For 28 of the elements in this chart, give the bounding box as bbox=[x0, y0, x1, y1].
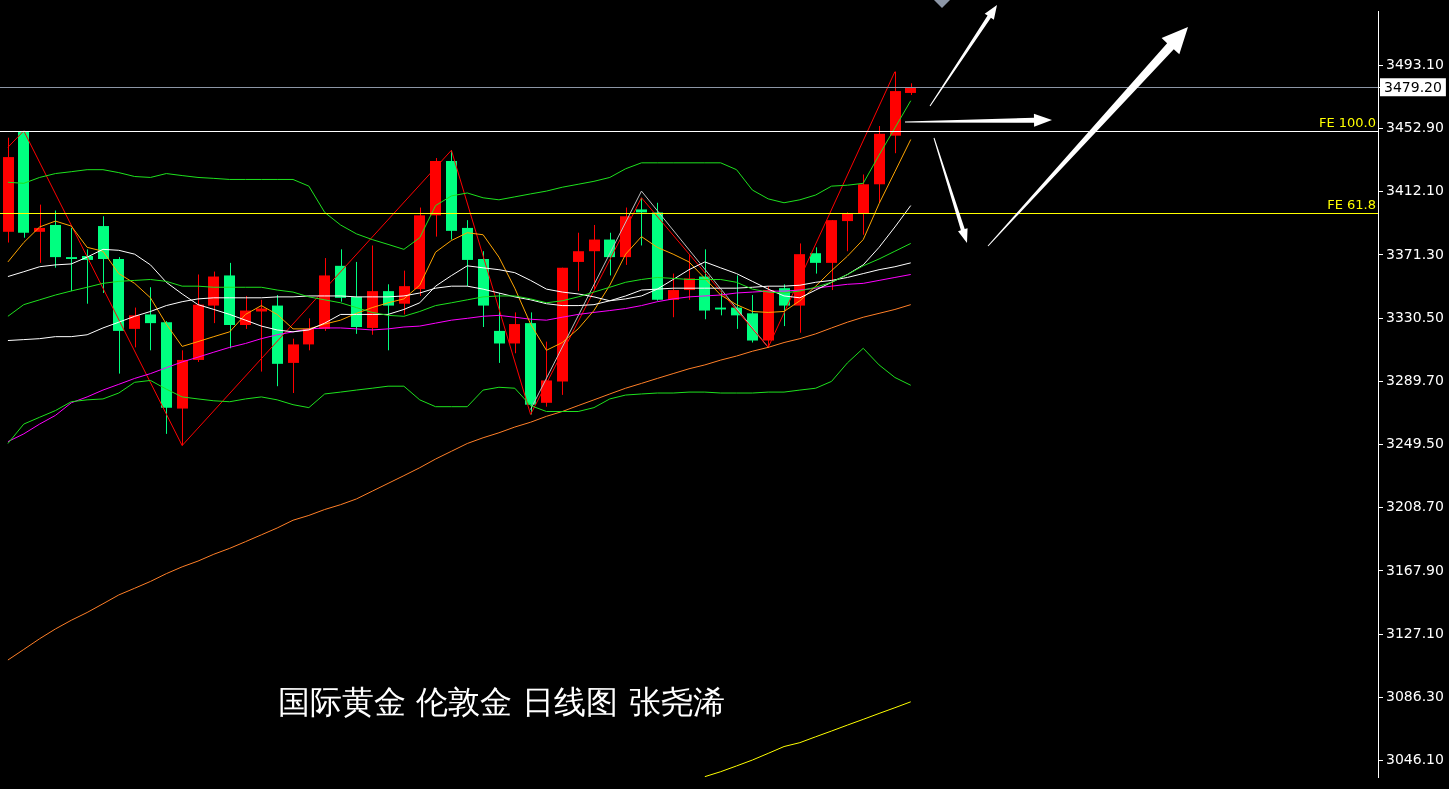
y-tick-label: 3249.50 bbox=[1386, 434, 1444, 451]
candlestick bbox=[573, 232, 584, 292]
annotation: 国际黄金 伦敦金 日线图 张尧浠 bbox=[278, 683, 725, 722]
ref-line-label: FE 100.0 bbox=[1318, 115, 1376, 131]
candlestick bbox=[589, 224, 600, 291]
candlestick bbox=[636, 197, 647, 246]
candlestick bbox=[509, 311, 520, 354]
candlestick bbox=[842, 211, 853, 252]
y-tick-label: 3371.30 bbox=[1386, 245, 1444, 262]
y-tick-label: 3479.20 bbox=[1384, 78, 1442, 95]
y-tick-label: 3127.10 bbox=[1386, 624, 1444, 641]
y-tick-label: 3452.90 bbox=[1386, 118, 1444, 135]
candlestick bbox=[145, 286, 156, 351]
y-tick-label: 3167.90 bbox=[1386, 561, 1444, 578]
ref-line-label: FE 61.8 bbox=[1327, 197, 1376, 213]
y-tick-label: 3289.70 bbox=[1386, 372, 1444, 389]
y-tick-label: 3330.50 bbox=[1386, 308, 1444, 325]
candlestick bbox=[494, 292, 505, 364]
y-tick-label: 3412.10 bbox=[1386, 182, 1444, 199]
candlestick bbox=[129, 307, 140, 348]
candlestick bbox=[288, 338, 299, 394]
y-tick-label: 3046.10 bbox=[1386, 750, 1444, 767]
candlestick bbox=[66, 227, 77, 292]
candlestick bbox=[668, 273, 679, 318]
candlestick bbox=[810, 246, 821, 275]
y-tick-label: 3208.70 bbox=[1386, 498, 1444, 515]
y-tick-label: 3086.30 bbox=[1386, 688, 1444, 705]
y-tick-label: 3493.10 bbox=[1386, 56, 1444, 73]
